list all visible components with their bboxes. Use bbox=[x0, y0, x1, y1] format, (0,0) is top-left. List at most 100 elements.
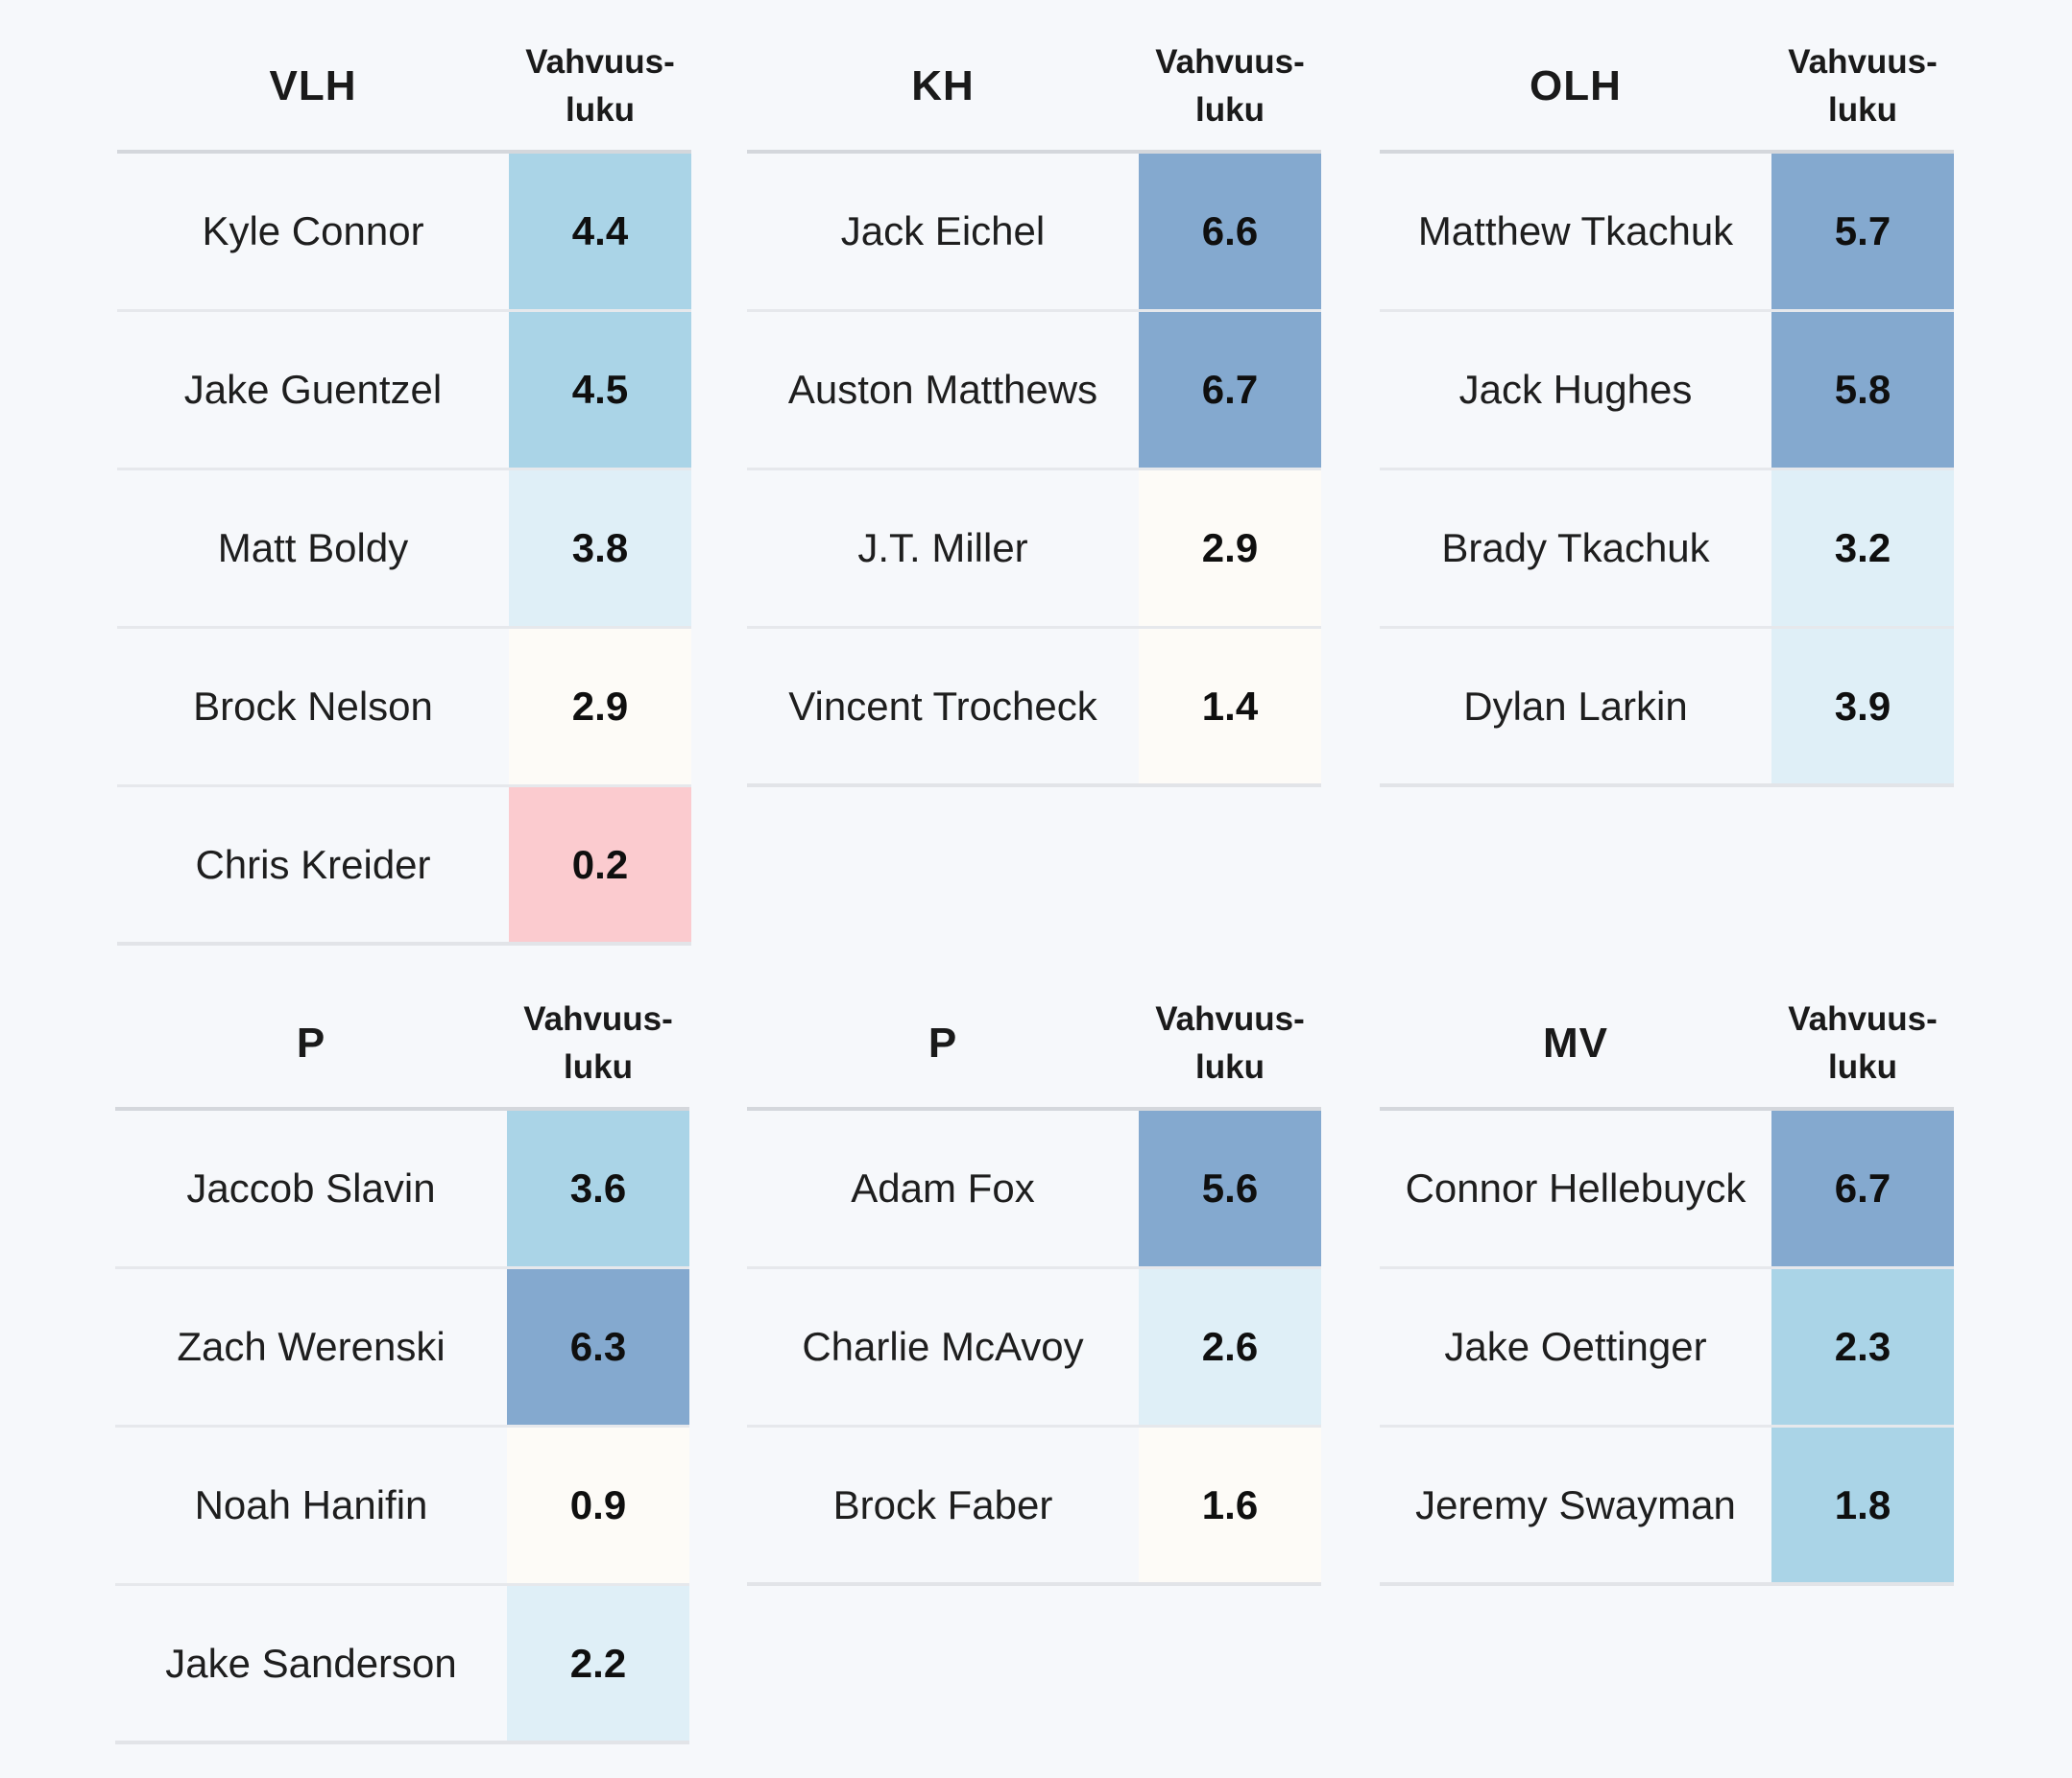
player-name: Jake Guentzel bbox=[183, 367, 443, 412]
player-name: Matthew Tkachuk bbox=[1417, 208, 1734, 253]
position-table-p: P Vahvuus- luku Adam Fox 5.6 Charlie McAvoy 2… bbox=[747, 976, 1321, 1586]
table-row: Kyle Connor 4.4 bbox=[117, 154, 691, 312]
table-row: Charlie McAvoy 2.6 bbox=[747, 1269, 1321, 1428]
position-heading: P bbox=[928, 1020, 958, 1067]
player-name: Noah Hanifin bbox=[194, 1482, 428, 1527]
header-divider bbox=[117, 150, 691, 154]
table-row: Vincent Trocheck 1.4 bbox=[747, 629, 1321, 787]
player-name: Vincent Trocheck bbox=[788, 683, 1097, 729]
player-name: Jaccob Slavin bbox=[186, 1165, 436, 1211]
table-header: P Vahvuus- luku bbox=[115, 976, 689, 1111]
player-name: Chris Kreider bbox=[195, 841, 431, 887]
strength-score-cell: 1.4 bbox=[1139, 629, 1321, 783]
table-row: Brock Faber 1.6 bbox=[747, 1428, 1321, 1586]
score-column-heading: Vahvuus- luku bbox=[1155, 43, 1305, 129]
strength-score-cell: 2.9 bbox=[1139, 470, 1321, 626]
strength-score-cell: 3.8 bbox=[509, 470, 691, 626]
table-row: Jack Eichel 6.6 bbox=[747, 154, 1321, 312]
table-row: Jake Sanderson 2.2 bbox=[115, 1586, 689, 1744]
table-header: MV Vahvuus- luku bbox=[1380, 976, 1954, 1111]
strength-score-cell: 4.5 bbox=[509, 312, 691, 468]
position-heading: VLH bbox=[269, 62, 357, 109]
header-divider bbox=[115, 1107, 689, 1111]
player-name: Jeremy Swayman bbox=[1415, 1481, 1736, 1527]
table-header: OLH Vahvuus- luku bbox=[1380, 19, 1954, 154]
header-divider bbox=[747, 150, 1321, 154]
strength-score-cell: 6.7 bbox=[1771, 1111, 1954, 1266]
table-row: Zach Werenski 6.3 bbox=[115, 1269, 689, 1428]
strength-score-cell: 3.9 bbox=[1771, 629, 1954, 783]
strength-score-cell: 6.6 bbox=[1139, 154, 1321, 309]
position-heading: OLH bbox=[1530, 62, 1622, 109]
table-row: Dylan Larkin 3.9 bbox=[1380, 629, 1954, 787]
player-name: Charlie McAvoy bbox=[802, 1324, 1084, 1369]
player-name: Jake Sanderson bbox=[165, 1640, 457, 1686]
player-name: Brady Tkachuk bbox=[1441, 525, 1710, 570]
table-row: Jake Oettinger 2.3 bbox=[1380, 1269, 1954, 1428]
position-heading: KH bbox=[911, 62, 975, 109]
strength-score-cell: 6.7 bbox=[1139, 312, 1321, 468]
strength-score-cell: 2.3 bbox=[1771, 1269, 1954, 1425]
strength-score-cell: 5.6 bbox=[1139, 1111, 1321, 1266]
player-name: Connor Hellebuyck bbox=[1405, 1165, 1747, 1211]
player-name: Dylan Larkin bbox=[1463, 683, 1688, 729]
table-row: Matthew Tkachuk 5.7 bbox=[1380, 154, 1954, 312]
table-row: Noah Hanifin 0.9 bbox=[115, 1428, 689, 1586]
table-row: Jaccob Slavin 3.6 bbox=[115, 1111, 689, 1269]
position-heading: P bbox=[296, 1020, 326, 1067]
table-row: Jack Hughes 5.8 bbox=[1380, 312, 1954, 470]
strength-score-cell: 0.2 bbox=[509, 787, 691, 942]
header-divider bbox=[747, 1107, 1321, 1111]
position-table-kh: KH Vahvuus- luku Jack Eichel 6.6 Auston Matt… bbox=[747, 19, 1321, 787]
table-row: Connor Hellebuyck 6.7 bbox=[1380, 1111, 1954, 1269]
table-row: J.T. Miller 2.9 bbox=[747, 470, 1321, 629]
score-column-heading: Vahvuus- luku bbox=[523, 1000, 673, 1086]
table-row: Chris Kreider 0.2 bbox=[117, 787, 691, 946]
player-name: Jack Eichel bbox=[840, 208, 1046, 253]
table-row: Auston Matthews 6.7 bbox=[747, 312, 1321, 470]
player-name: Matt Boldy bbox=[217, 525, 409, 570]
score-column-heading: Vahvuus- luku bbox=[525, 43, 675, 129]
strength-score-cell: 3.2 bbox=[1771, 470, 1954, 626]
player-name: Zach Werenski bbox=[177, 1324, 446, 1369]
player-name: Jack Hughes bbox=[1458, 367, 1693, 412]
player-name: Brock Nelson bbox=[193, 684, 433, 729]
table-row: Jake Guentzel 4.5 bbox=[117, 312, 691, 470]
player-name: J.T. Miller bbox=[857, 525, 1028, 570]
position-table-olh: OLH Vahvuus- luku Matthew Tkachuk 5.7 Jack H… bbox=[1380, 19, 1954, 787]
score-column-heading: Vahvuus- luku bbox=[1788, 1000, 1938, 1086]
strength-score-cell: 4.4 bbox=[509, 154, 691, 309]
table-row: Adam Fox 5.6 bbox=[747, 1111, 1321, 1269]
table-row: Jeremy Swayman 1.8 bbox=[1380, 1428, 1954, 1586]
table-header: P Vahvuus- luku bbox=[747, 976, 1321, 1111]
player-name: Brock Faber bbox=[832, 1481, 1053, 1527]
strength-score-cell: 1.8 bbox=[1771, 1428, 1954, 1582]
score-column-heading: Vahvuus- luku bbox=[1788, 43, 1938, 129]
strength-score-cell: 6.3 bbox=[507, 1269, 689, 1425]
strength-score-cell: 0.9 bbox=[507, 1428, 689, 1583]
strength-score-cell: 5.7 bbox=[1771, 154, 1954, 309]
strength-score-cell: 2.2 bbox=[507, 1586, 689, 1741]
strength-score-cell: 2.9 bbox=[509, 629, 691, 784]
position-table-p: P Vahvuus- luku Jaccob Slavin 3.6 Zach Weren… bbox=[115, 976, 689, 1744]
player-name: Kyle Connor bbox=[202, 208, 424, 253]
strength-score-cell: 1.6 bbox=[1139, 1428, 1321, 1582]
player-name: Jake Oettinger bbox=[1444, 1324, 1707, 1369]
score-column-heading: Vahvuus- luku bbox=[1155, 1000, 1305, 1086]
position-heading: MV bbox=[1543, 1020, 1608, 1067]
strength-score-cell: 5.8 bbox=[1771, 312, 1954, 468]
table-row: Brock Nelson 2.9 bbox=[117, 629, 691, 787]
strength-score-cell: 3.6 bbox=[507, 1111, 689, 1266]
player-name: Auston Matthews bbox=[787, 367, 1098, 412]
strength-score-cell: 2.6 bbox=[1139, 1269, 1321, 1425]
table-row: Brady Tkachuk 3.2 bbox=[1380, 470, 1954, 629]
player-name: Adam Fox bbox=[851, 1165, 1035, 1211]
table-row: Matt Boldy 3.8 bbox=[117, 470, 691, 629]
header-divider bbox=[1380, 150, 1954, 154]
table-header: VLH Vahvuus- luku bbox=[117, 19, 691, 154]
position-table-vlh: VLH Vahvuus- luku Kyle Connor 4.4 Jake Guent… bbox=[117, 19, 691, 946]
header-divider bbox=[1380, 1107, 1954, 1111]
position-table-mv: MV Vahvuus- luku Connor Hellebuyck 6.7 Jake … bbox=[1380, 976, 1954, 1586]
table-header: KH Vahvuus- luku bbox=[747, 19, 1321, 154]
